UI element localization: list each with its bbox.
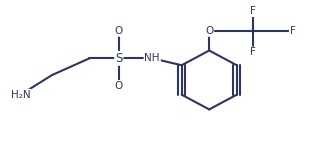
Text: F: F <box>290 26 296 36</box>
Text: F: F <box>250 6 256 16</box>
Text: O: O <box>115 81 123 91</box>
Text: O: O <box>115 26 123 36</box>
Text: O: O <box>205 26 213 36</box>
Text: S: S <box>115 52 122 65</box>
Text: F: F <box>250 47 256 57</box>
Text: H₂N: H₂N <box>11 90 30 100</box>
Text: NH: NH <box>145 53 160 63</box>
